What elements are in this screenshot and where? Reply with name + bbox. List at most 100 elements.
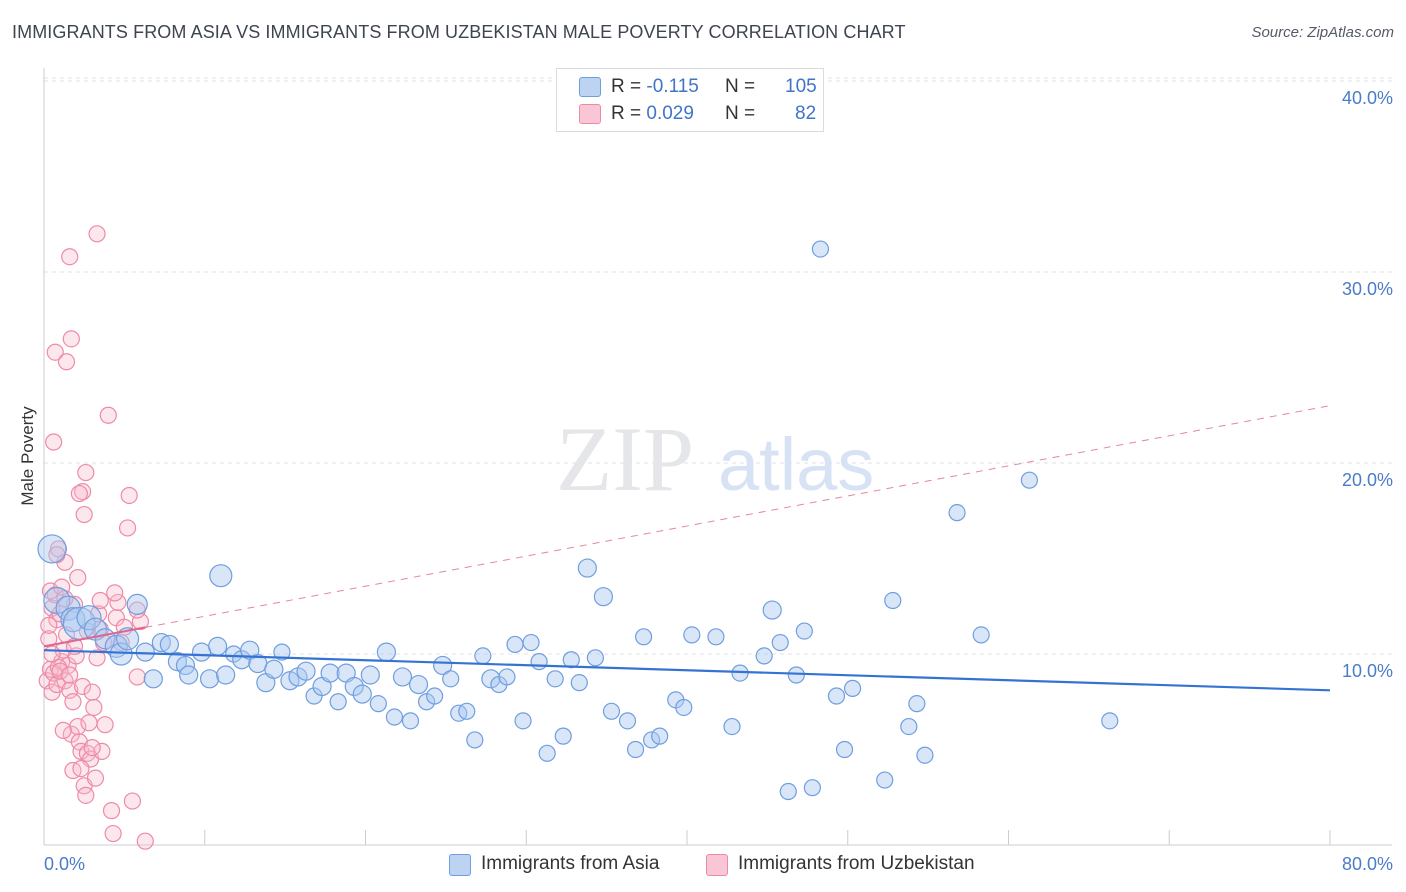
uzbekistan-point bbox=[72, 759, 90, 778]
watermark: ZIP atlas bbox=[556, 408, 874, 510]
asia-point bbox=[538, 744, 556, 762]
asia-legend-swatch bbox=[449, 854, 471, 876]
uzbekistan-point bbox=[83, 683, 101, 701]
axes bbox=[43, 68, 1392, 846]
uzbekistan-trend-line-solid bbox=[43, 626, 146, 648]
asia-legend-label: Immigrants from Asia bbox=[481, 853, 660, 874]
uzbekistan-point bbox=[136, 832, 154, 850]
asia-point bbox=[876, 771, 894, 789]
asia-point bbox=[562, 651, 580, 669]
uzbekistan-point bbox=[86, 769, 105, 787]
asia-point bbox=[376, 642, 396, 662]
asia-r-value: -0.115 bbox=[646, 76, 699, 97]
asia-point bbox=[474, 647, 492, 665]
uzbekistan-point bbox=[41, 582, 60, 600]
asia-point bbox=[593, 587, 614, 607]
asia-point bbox=[554, 727, 572, 745]
uzbekistan-point bbox=[73, 677, 92, 696]
uzbekistan-point bbox=[93, 742, 111, 761]
asia-point bbox=[151, 632, 171, 653]
asia-point bbox=[37, 534, 67, 564]
asia-point bbox=[683, 626, 701, 644]
asia-point bbox=[369, 695, 387, 713]
y-tick-label: 30.0% bbox=[1342, 279, 1393, 299]
asia-point bbox=[570, 674, 588, 692]
uzbekistan-point bbox=[128, 668, 146, 686]
asia-point bbox=[908, 695, 926, 713]
asia-point bbox=[1020, 471, 1038, 489]
asia-point bbox=[273, 643, 291, 661]
uzbekistan-point bbox=[104, 824, 122, 843]
asia-point bbox=[191, 642, 212, 662]
asia-point bbox=[216, 665, 236, 685]
n-label: N = bbox=[725, 76, 756, 97]
grid-lines bbox=[44, 77, 1392, 655]
asia-point bbox=[884, 591, 902, 610]
uzbekistan-point bbox=[106, 584, 124, 602]
uzbekistan-point bbox=[80, 714, 98, 732]
asia-point bbox=[433, 655, 453, 676]
asia-point bbox=[675, 698, 693, 717]
uzbekistan-point bbox=[64, 693, 82, 711]
asia-swatch bbox=[579, 77, 601, 97]
trend-lines bbox=[43, 405, 1331, 692]
asia-point bbox=[787, 666, 805, 684]
uzbekistan-swatch bbox=[579, 104, 601, 124]
uzbekistan-series bbox=[38, 225, 154, 850]
uzbekistan-point bbox=[118, 519, 137, 537]
asia-point bbox=[546, 670, 564, 688]
asia-point bbox=[352, 684, 372, 704]
asia-point bbox=[143, 669, 163, 689]
asia-point bbox=[159, 634, 179, 655]
asia-point bbox=[401, 712, 420, 730]
asia-point bbox=[466, 731, 484, 749]
asia-point bbox=[481, 669, 501, 689]
n-label: N = bbox=[725, 103, 756, 124]
uzbekistan-point bbox=[45, 433, 63, 451]
uzbekistan-point bbox=[83, 738, 101, 757]
asia-point bbox=[498, 668, 516, 686]
asia-point bbox=[522, 633, 540, 652]
y-tick-label: 10.0% bbox=[1342, 661, 1393, 681]
asia-point bbox=[811, 240, 830, 258]
uzbekistan-point bbox=[61, 248, 79, 266]
y-tick-label: 20.0% bbox=[1342, 470, 1393, 490]
asia-point bbox=[577, 558, 597, 578]
asia-point bbox=[634, 628, 653, 646]
uzbekistan-point bbox=[54, 721, 72, 740]
uzbekistan-point bbox=[123, 792, 142, 810]
uzbekistan-point bbox=[77, 463, 95, 482]
asia-point bbox=[835, 740, 854, 759]
asia-point bbox=[626, 740, 645, 759]
asia-point bbox=[1101, 712, 1119, 730]
asia-point bbox=[900, 717, 918, 736]
asia-point bbox=[442, 670, 460, 688]
asia-point bbox=[602, 702, 621, 720]
asia-point bbox=[208, 636, 228, 656]
y-tick-label: 40.0% bbox=[1342, 88, 1393, 108]
x-tick-label: 80.0% bbox=[1342, 854, 1393, 874]
asia-point bbox=[199, 669, 220, 689]
uzbekistan-point bbox=[109, 593, 127, 612]
watermark-atlas: atlas bbox=[718, 423, 874, 506]
uzbekistan-point bbox=[77, 786, 95, 804]
asia-point bbox=[514, 712, 532, 730]
asia-point bbox=[618, 712, 637, 730]
uzbekistan-point bbox=[102, 802, 121, 820]
asia-point bbox=[755, 647, 773, 665]
uzbekistan-point bbox=[57, 353, 76, 371]
asia-series bbox=[37, 240, 1119, 801]
x-tick-label: 0.0% bbox=[44, 854, 85, 874]
asia-point bbox=[344, 676, 364, 697]
asia-point bbox=[651, 727, 669, 745]
chart-title: IMMIGRANTS FROM ASIA VS IMMIGRANTS FROM … bbox=[12, 22, 906, 42]
asia-point bbox=[843, 679, 862, 697]
uzbekistan-point bbox=[99, 406, 117, 424]
uzbekistan-point bbox=[62, 330, 80, 348]
asia-point bbox=[458, 702, 476, 720]
asia-point bbox=[179, 665, 199, 685]
asia-point bbox=[586, 649, 604, 667]
asia-point bbox=[76, 605, 102, 631]
x-tick-labels: 0.0% 80.0% bbox=[44, 854, 1393, 874]
asia-point bbox=[916, 746, 934, 764]
